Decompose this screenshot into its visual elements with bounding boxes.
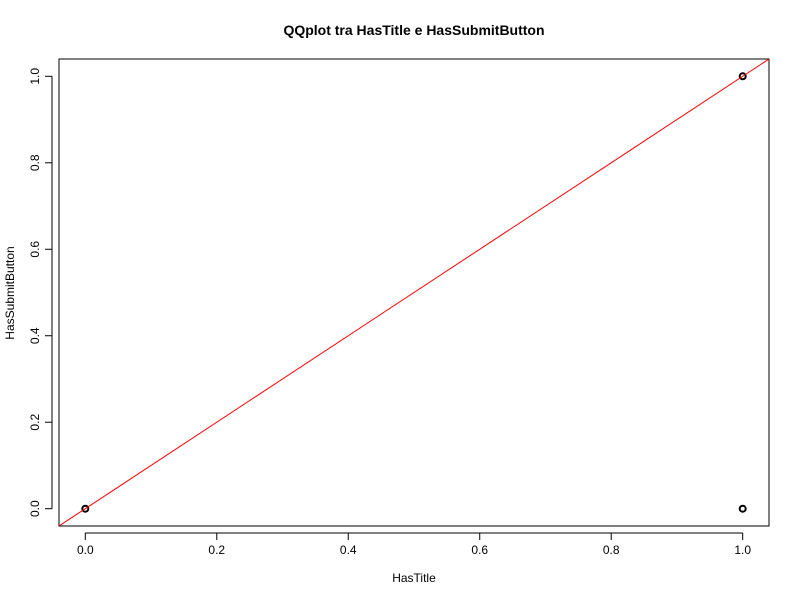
reference-line bbox=[59, 59, 769, 526]
y-tick-label: 0.4 bbox=[28, 327, 42, 344]
y-tick-label: 0.6 bbox=[28, 241, 42, 258]
x-tick-label: 0.4 bbox=[340, 543, 357, 557]
y-tick-label: 0.2 bbox=[28, 414, 42, 431]
x-tick-label: 0.2 bbox=[208, 543, 225, 557]
plot-area bbox=[59, 59, 769, 526]
x-tick-label: 0.8 bbox=[603, 543, 620, 557]
y-tick-label: 0.8 bbox=[28, 154, 42, 171]
data-point bbox=[81, 504, 90, 513]
x-axis-label: HasTitle bbox=[392, 571, 436, 585]
y-axis-label: HasSubmitButton bbox=[3, 246, 17, 339]
data-point bbox=[738, 72, 747, 81]
plot-frame bbox=[58, 58, 770, 527]
x-tick-label: 0.6 bbox=[471, 543, 488, 557]
y-tick-label: 1.0 bbox=[28, 68, 42, 85]
x-tick-label: 1.0 bbox=[734, 543, 751, 557]
data-point bbox=[738, 504, 747, 513]
x-axis: 0.0 0.2 0.4 0.6 0.8 1.0 bbox=[77, 532, 751, 557]
y-axis: 0.0 0.2 0.4 0.6 0.8 1.0 bbox=[28, 68, 53, 517]
chart-title: QQplot tra HasTitle e HasSubmitButton bbox=[283, 22, 544, 38]
y-tick-label: 0.0 bbox=[28, 500, 42, 517]
x-tick-label: 0.0 bbox=[77, 543, 94, 557]
